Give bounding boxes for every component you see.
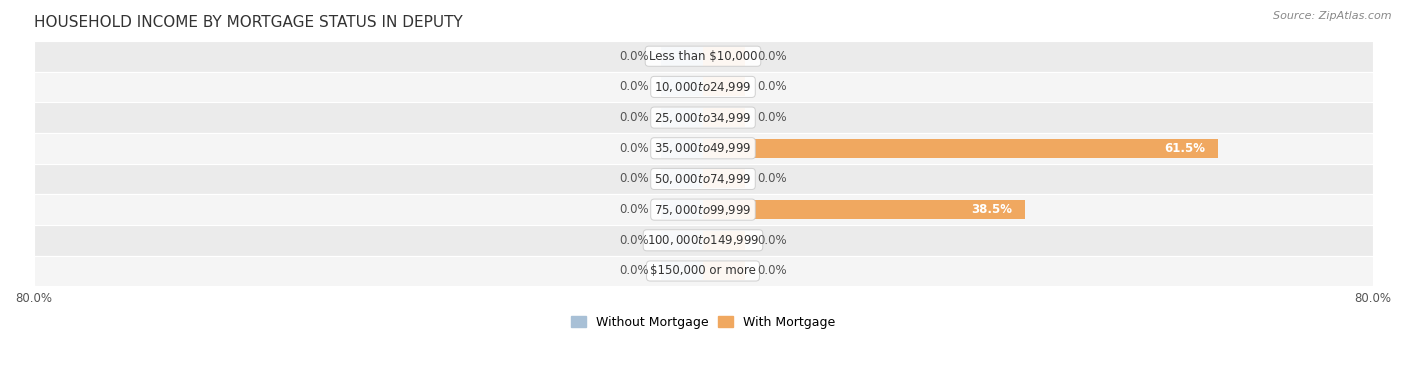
Bar: [703, 231, 745, 250]
Bar: [34, 256, 1372, 286]
Text: 38.5%: 38.5%: [972, 203, 1012, 216]
Bar: [661, 200, 703, 219]
Text: 61.5%: 61.5%: [1164, 142, 1205, 155]
Bar: [34, 133, 1372, 164]
Bar: [661, 47, 703, 66]
Text: 0.0%: 0.0%: [619, 172, 648, 186]
Text: $35,000 to $49,999: $35,000 to $49,999: [654, 141, 752, 155]
Text: 0.0%: 0.0%: [758, 50, 787, 63]
Text: 0.0%: 0.0%: [758, 234, 787, 247]
Bar: [661, 108, 703, 127]
Legend: Without Mortgage, With Mortgage: Without Mortgage, With Mortgage: [565, 311, 841, 334]
Bar: [661, 169, 703, 189]
Text: $75,000 to $99,999: $75,000 to $99,999: [654, 203, 752, 217]
Bar: [34, 41, 1372, 71]
Bar: [34, 164, 1372, 194]
Bar: [661, 231, 703, 250]
Bar: [703, 108, 745, 127]
Bar: [34, 225, 1372, 256]
Bar: [703, 77, 745, 96]
Text: 0.0%: 0.0%: [758, 172, 787, 186]
Text: 0.0%: 0.0%: [758, 265, 787, 277]
Text: Source: ZipAtlas.com: Source: ZipAtlas.com: [1274, 11, 1392, 21]
Text: 0.0%: 0.0%: [619, 265, 648, 277]
Text: $50,000 to $74,999: $50,000 to $74,999: [654, 172, 752, 186]
Bar: [34, 102, 1372, 133]
Bar: [703, 262, 745, 280]
Text: $100,000 to $149,999: $100,000 to $149,999: [647, 233, 759, 247]
Text: $10,000 to $24,999: $10,000 to $24,999: [654, 80, 752, 94]
Bar: [661, 262, 703, 280]
Bar: [703, 139, 1218, 158]
Text: Less than $10,000: Less than $10,000: [648, 50, 758, 63]
Text: 0.0%: 0.0%: [758, 111, 787, 124]
Bar: [661, 139, 703, 158]
Text: $25,000 to $34,999: $25,000 to $34,999: [654, 111, 752, 125]
Bar: [34, 194, 1372, 225]
Text: 0.0%: 0.0%: [758, 81, 787, 93]
Text: $150,000 or more: $150,000 or more: [650, 265, 756, 277]
Text: 0.0%: 0.0%: [619, 50, 648, 63]
Bar: [34, 71, 1372, 102]
Text: HOUSEHOLD INCOME BY MORTGAGE STATUS IN DEPUTY: HOUSEHOLD INCOME BY MORTGAGE STATUS IN D…: [34, 15, 463, 30]
Text: 0.0%: 0.0%: [619, 81, 648, 93]
Bar: [703, 169, 745, 189]
Text: 0.0%: 0.0%: [619, 203, 648, 216]
Text: 0.0%: 0.0%: [619, 234, 648, 247]
Text: 0.0%: 0.0%: [619, 111, 648, 124]
Bar: [661, 77, 703, 96]
Bar: [703, 47, 745, 66]
Text: 0.0%: 0.0%: [619, 142, 648, 155]
Bar: [703, 200, 1025, 219]
